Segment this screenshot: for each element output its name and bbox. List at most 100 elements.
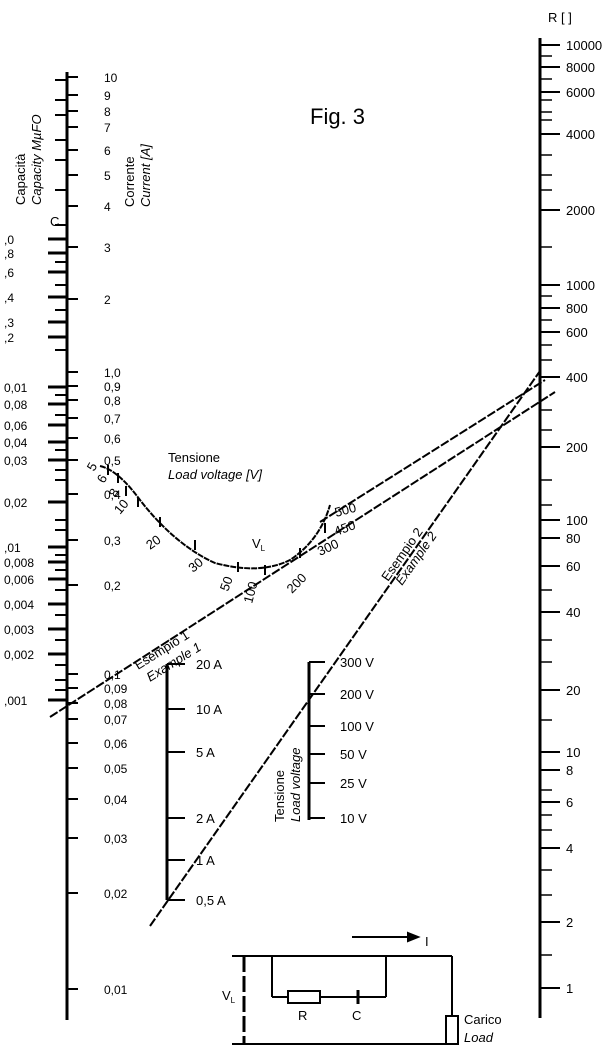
current-label: 0,01 [104,983,128,997]
current-label: 0,02 [104,887,128,901]
voltage-curve-ticks [107,465,326,575]
inset-voltage-label: 25 V [340,776,367,791]
voltage-curve-label: 200 [284,570,310,596]
inset-current-label: 0,5 A [196,893,226,908]
voltage-curve-label: 500 [333,500,358,520]
resistance-label: 4000 [566,127,595,142]
resistance-labels: 10000 8000 6000 4000 2000 1000 800 600 400 200 100… [566,38,602,996]
inset-voltage-label-en: Load voltage [288,748,303,822]
resistance-label: 800 [566,301,588,316]
current-arrow-icon [407,931,421,943]
inset-current-label: 1 A [196,853,215,868]
current-label: 1,0 [104,366,121,380]
resistance-label: 6000 [566,85,595,100]
resistance-label: 100 [566,513,588,528]
resistance-label: 10 [566,745,580,760]
current-label: 7 [104,121,111,135]
circuit-labels: I VL R C Carico Load [222,934,502,1045]
voltage-curve-marker: VL [252,536,266,553]
voltage-curve-label: 450 [332,517,358,539]
voltage-curve-label-en: Load voltage [V] [168,467,262,482]
current-label: 0,4 [104,488,121,502]
capacity-label: ,8 [4,247,14,261]
inset-voltage-label: 100 V [340,719,374,734]
resistance-label: 4 [566,841,573,856]
current-label: 8 [104,105,111,119]
capacity-label: 0,04 [4,436,28,450]
resistance-label: 1000 [566,278,595,293]
resistance-label: 200 [566,440,588,455]
resistance-label: 400 [566,370,588,385]
capacity-current-scale: 10987654321,00,90,80,70,60,50,40,30,20,1… [4,71,153,1020]
capacity-label: 0,002 [4,648,34,662]
capacity-label: 0,01 [4,381,28,395]
current-label: 5 [104,169,111,183]
current-label: 4 [104,200,111,214]
inset-voltage-label: 50 V [340,747,367,762]
current-label: 9 [104,89,111,103]
inset-voltage-labels: 300 V 200 V 100 V 50 V 25 V 10 V [340,655,374,826]
current-label: 0,8 [104,394,121,408]
capacity-label-it: Capacità [13,153,28,205]
capacity-label: 0,06 [4,419,28,433]
figure-title: Fig. 3 [310,104,365,129]
resistance-label: 600 [566,325,588,340]
resistance-label: 20 [566,683,580,698]
resistance-label: 2 [566,915,573,930]
voltage-curve-label: 100 [240,580,260,605]
resistance-label: 8000 [566,60,595,75]
current-label: 0,08 [104,697,128,711]
current-label: 0,3 [104,534,121,548]
inset-voltage-label-it: Tensione [272,770,287,822]
circuit-schematic [232,931,459,1045]
inset-current-labels: 20 A 10 A 5 A 2 A 1 A 0,5 A [196,657,226,908]
current-label: 0,9 [104,380,121,394]
capacity-labels: ,0,8,6,4,3,20,010,080,060,040,030,02,010… [4,233,34,708]
capacity-label: ,001 [4,694,28,708]
circuit-load-label-it: Carico [464,1012,502,1027]
capacity-label: 0,03 [4,454,28,468]
load-symbol [445,1015,459,1045]
resistance-label: 1 [566,981,573,996]
current-label: 0,6 [104,432,121,446]
inset-voltage-label: 10 V [340,811,367,826]
resistance-label: 60 [566,559,580,574]
resistor-symbol [287,990,321,1004]
inset-voltage-scale: 300 V 200 V 100 V 50 V 25 V 10 V Tensione Loa… [272,655,374,826]
capacity-label: ,6 [4,266,14,280]
voltage-curve: Tensione Load voltage [V] VL 56810203050… [84,450,358,605]
capacity-label: ,01 [4,541,21,555]
capacity-label: 0,02 [4,496,28,510]
capacity-label: 0,003 [4,623,34,637]
resistance-scale-header: R [ ] [548,10,572,25]
capacity-label-en: Capacity MµFO [29,114,44,205]
inset-voltage-ticks [309,661,325,819]
inset-current-label: 2 A [196,811,215,826]
current-label: 0,07 [104,713,128,727]
voltage-curve-label: 5 [84,460,101,474]
current-ticks [67,76,78,990]
capacity-label: ,2 [4,331,14,345]
voltage-curve-label: 300 [315,536,341,559]
resistance-label: 80 [566,531,580,546]
current-label: 0,03 [104,832,128,846]
current-label: 0,7 [104,412,121,426]
circuit-load-label-en: Load [464,1030,494,1045]
circuit-voltage-label: VL [222,988,236,1005]
capacity-label: 0,006 [4,573,34,587]
current-label-en: Current [A] [138,144,153,207]
inset-current-scale: 20 A 10 A 5 A 2 A 1 A 0,5 A [165,657,226,908]
current-label: 6 [104,144,111,158]
voltage-curve-label: 20 [143,532,163,553]
inset-voltage-label: 200 V [340,687,374,702]
circuit-capacitor-label: C [352,1008,361,1023]
resistance-ticks [540,44,560,989]
current-label: 0,04 [104,793,128,807]
current-label-it: Corrente [122,156,137,207]
capacity-label: 0,004 [4,598,34,612]
resistance-label: 6 [566,795,573,810]
capacity-label: ,3 [4,316,14,330]
current-label: 10 [104,71,118,85]
inset-voltage-label: 300 V [340,655,374,670]
